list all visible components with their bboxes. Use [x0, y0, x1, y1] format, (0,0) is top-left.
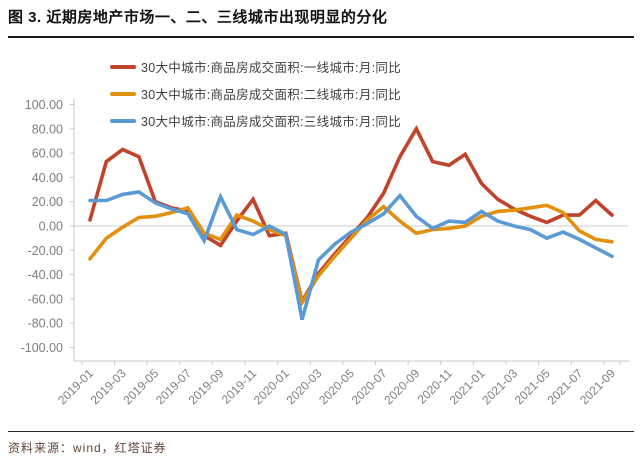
x-tick-label: 2021-09	[577, 366, 618, 407]
legend-item: 30大中城市:商品房成交面积:一线城市:月:同比	[110, 53, 401, 80]
y-tick-label: -40.00	[28, 268, 63, 282]
legend-item: 30大中城市:商品房成交面积:二线城市:月:同比	[110, 80, 401, 107]
y-tick-label: -60.00	[28, 292, 63, 306]
legend-item: 30大中城市:商品房成交面积:三线城市:月:同比	[110, 107, 401, 134]
y-tick-label: 80.00	[32, 122, 63, 136]
series-line-3	[88, 190, 614, 321]
x-tick-label: 2019-09	[186, 366, 227, 407]
y-tick-label: 0.00	[39, 220, 63, 234]
y-tick-label: -100.00	[21, 341, 63, 355]
x-tick-label: 2020-09	[381, 366, 422, 407]
y-tick-label: 20.00	[32, 195, 63, 209]
legend-label: 30大中城市:商品房成交面积:一线城市:月:同比	[141, 61, 401, 75]
legend-line-swatch-icon	[110, 91, 136, 96]
source-note: 资料来源：wind，红塔证券	[8, 431, 634, 456]
legend-label: 30大中城市:商品房成交面积:三线城市:月:同比	[141, 115, 401, 129]
legend-label: 30大中城市:商品房成交面积:二线城市:月:同比	[141, 88, 401, 102]
legend-line-swatch-icon	[110, 64, 136, 69]
y-tick-label: 60.00	[32, 147, 63, 161]
y-tick-label: -20.00	[28, 244, 63, 258]
chart-legend: 30大中城市:商品房成交面积:一线城市:月:同比 30大中城市:商品房成交面积:二…	[110, 53, 401, 134]
y-tick-label: 40.00	[32, 171, 63, 185]
y-tick-label: -80.00	[28, 317, 63, 331]
series-line-2	[88, 203, 614, 308]
figure-title: 图 3. 近期房地产市场一、二、三线城市出现明显的分化	[8, 6, 634, 38]
legend-line-swatch-icon	[110, 118, 136, 123]
y-tick-label: 100.00	[25, 98, 63, 112]
